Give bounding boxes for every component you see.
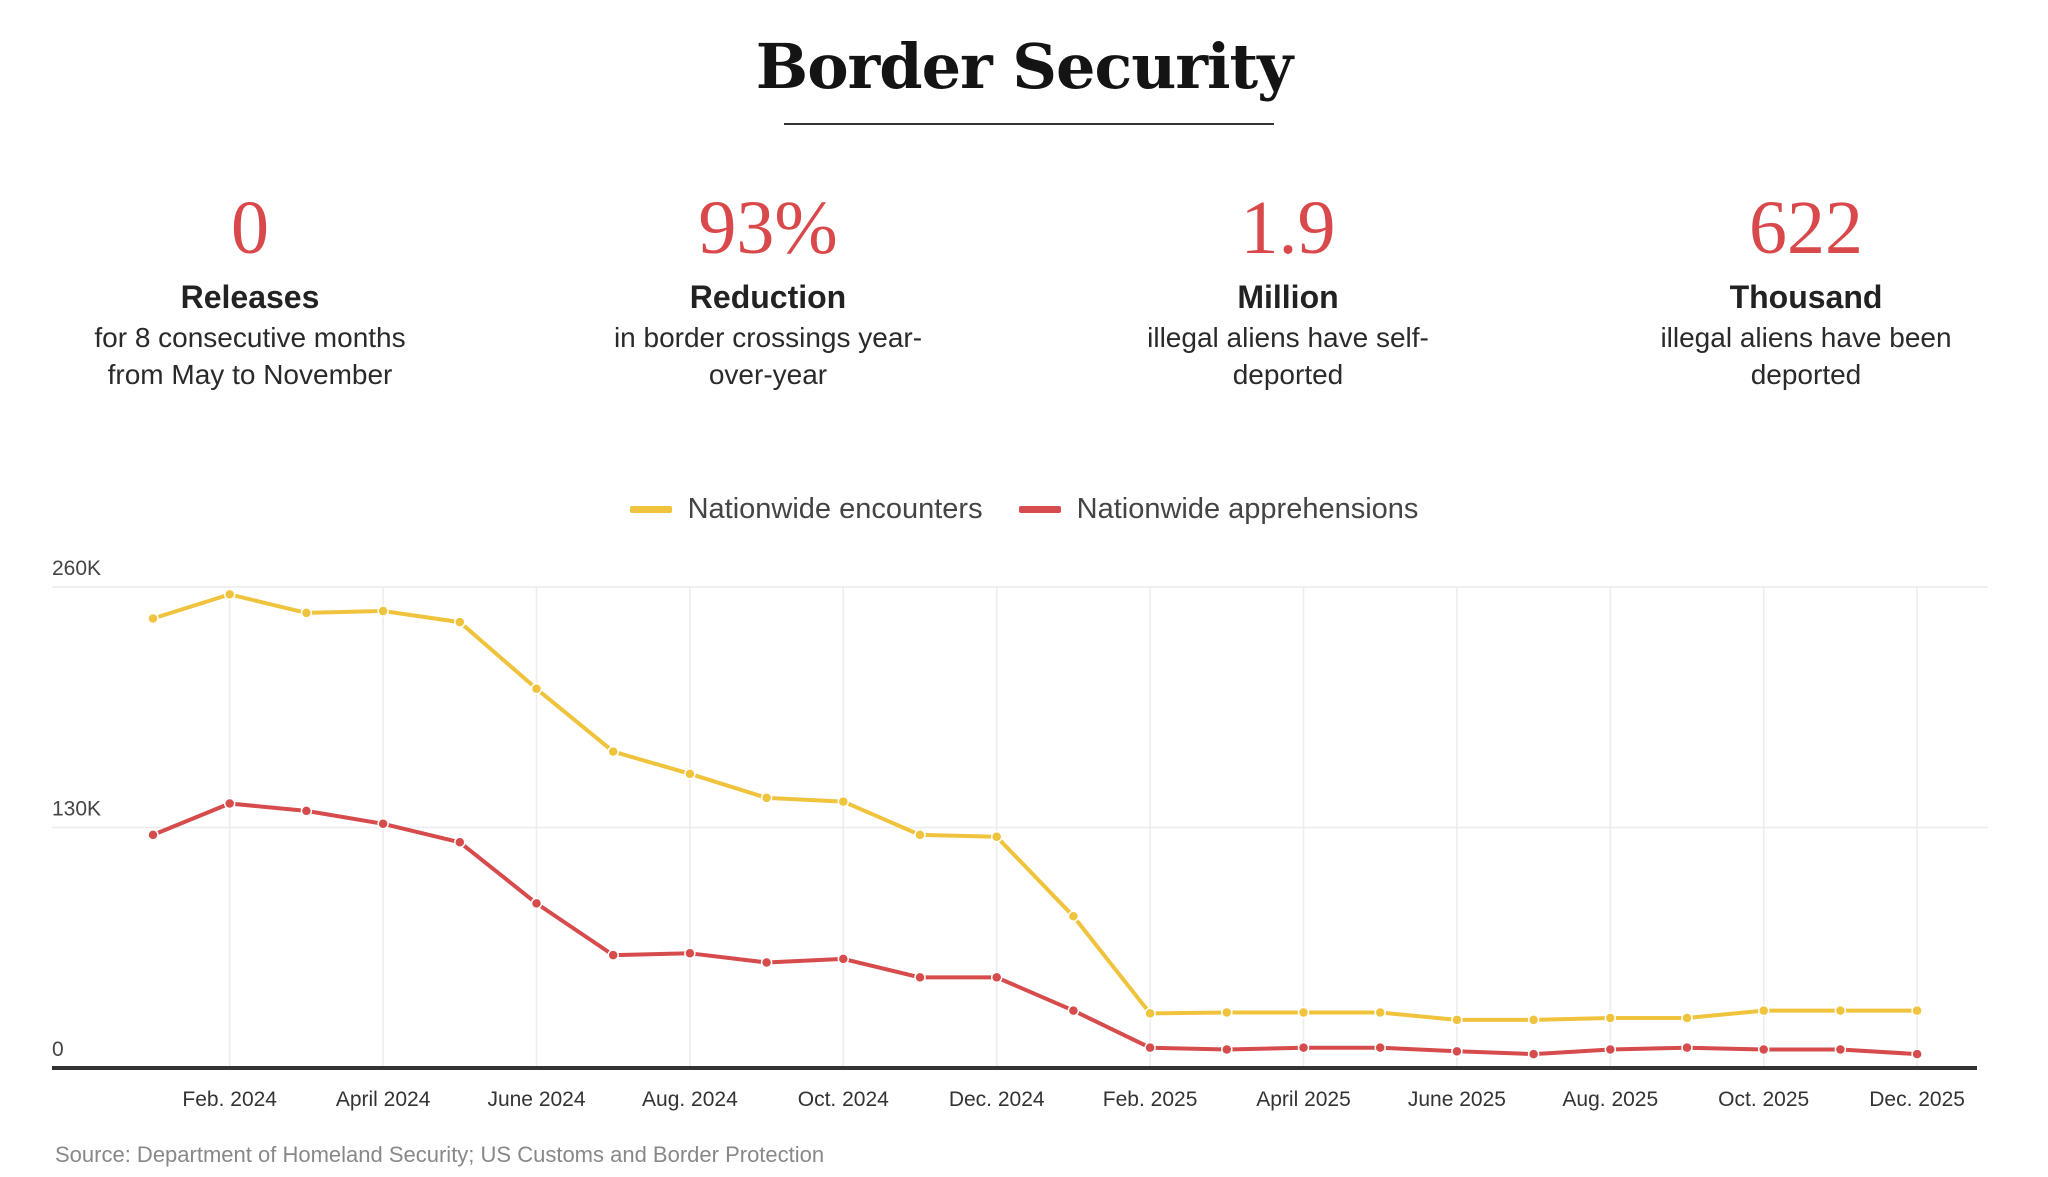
x-tick-label: Aug. 2025 — [1562, 1088, 1658, 1111]
data-point-apprehensions — [914, 971, 926, 984]
data-point-encounters — [1834, 1004, 1847, 1017]
legend-swatch-encounters — [629, 506, 672, 513]
stat-description: illegal aliens have self-deported — [1147, 322, 1429, 390]
data-point-encounters — [1911, 1004, 1923, 1017]
data-point-apprehensions — [223, 797, 236, 810]
data-point-apprehensions — [1451, 1045, 1463, 1058]
data-point-apprehensions — [1757, 1043, 1770, 1056]
data-point-apprehensions — [1144, 1041, 1156, 1054]
data-point-encounters — [1297, 1006, 1310, 1019]
x-tick-label: Feb. 2025 — [1103, 1088, 1198, 1111]
data-point-apprehensions — [1834, 1043, 1847, 1056]
series-line-encounters — [152, 592, 1918, 1022]
stat-value: 0 — [231, 186, 269, 270]
stats-row: 0 Releases for 8 consecutive months from… — [0, 185, 2048, 405]
stat-releases: 0 Releases for 8 consecutive months from… — [40, 185, 460, 393]
data-point-apprehensions — [1067, 1004, 1080, 1017]
data-point-encounters — [530, 683, 543, 695]
title-underline — [784, 123, 1274, 125]
stat-description: illegal aliens have been deported — [1660, 322, 1952, 390]
stat-description: in border crossings year-over-year — [613, 322, 923, 390]
stat-reduction: 93% Reduction in border crossings year-o… — [558, 185, 978, 393]
data-point-encounters — [147, 612, 159, 625]
data-point-apprehensions — [1911, 1048, 1923, 1060]
data-point-encounters — [1604, 1012, 1617, 1024]
x-tick-label: Feb. 2024 — [182, 1088, 277, 1111]
data-point-apprehensions — [837, 953, 850, 965]
data-point-encounters — [684, 768, 696, 780]
x-tick-label: Oct. 2025 — [1718, 1088, 1809, 1111]
data-point-encounters — [837, 795, 850, 808]
legend-swatch-apprehensions — [1018, 506, 1061, 513]
data-point-encounters — [1221, 1006, 1233, 1019]
stat-unit: Releases — [180, 279, 320, 315]
data-point-encounters — [223, 588, 236, 601]
stat-description: for 8 consecutive months from May to Nov… — [94, 322, 406, 390]
stat-unit: Reduction — [689, 279, 847, 315]
x-tick-label: Aug. 2024 — [642, 1088, 738, 1111]
data-point-encounters — [914, 829, 926, 841]
data-point-encounters — [607, 745, 619, 758]
data-point-encounters — [300, 607, 313, 619]
data-point-apprehensions — [1221, 1043, 1233, 1056]
data-point-apprehensions — [1681, 1041, 1693, 1054]
stat-value: 622 — [1749, 186, 1863, 270]
chart-legend: Nationwide encounters Nationwide apprehe… — [0, 488, 2048, 526]
source-note: Source: Department of Homeland Security;… — [55, 1142, 825, 1167]
data-point-encounters — [1374, 1006, 1386, 1019]
x-tick-label: April 2024 — [336, 1088, 431, 1111]
legend-label: Nationwide apprehensions — [1076, 493, 1419, 525]
data-point-apprehensions — [684, 947, 696, 960]
data-point-apprehensions — [1527, 1048, 1540, 1060]
x-tick-label: Dec. 2025 — [1869, 1088, 1965, 1111]
data-point-apprehensions — [300, 805, 313, 817]
data-point-apprehensions — [147, 829, 159, 841]
data-point-apprehensions — [1297, 1041, 1310, 1054]
data-point-encounters — [454, 616, 466, 628]
data-point-encounters — [1527, 1014, 1540, 1026]
data-point-encounters — [377, 605, 389, 617]
x-tick-label: Dec. 2024 — [949, 1088, 1045, 1111]
x-tick-label: April 2025 — [1256, 1088, 1351, 1111]
data-point-apprehensions — [1604, 1043, 1617, 1056]
data-point-encounters — [760, 792, 773, 804]
stat-unit: Million — [1237, 279, 1339, 315]
legend-item-apprehensions[interactable]: Nationwide apprehensions — [1018, 493, 1419, 526]
data-point-apprehensions — [377, 818, 389, 830]
data-point-apprehensions — [1374, 1041, 1386, 1054]
legend-label: Nationwide encounters — [687, 493, 983, 525]
data-point-encounters — [1681, 1012, 1693, 1024]
x-tick-label: Oct. 2024 — [798, 1088, 889, 1111]
legend-item-encounters[interactable]: Nationwide encounters — [629, 493, 983, 526]
y-tick-label: 260K — [52, 557, 101, 580]
data-point-apprehensions — [760, 956, 773, 969]
x-tick-label: June 2025 — [1408, 1088, 1506, 1111]
data-point-encounters — [1757, 1004, 1770, 1017]
y-tick-label: 130K — [52, 798, 101, 821]
series-line-apprehensions — [152, 801, 1918, 1057]
data-point-apprehensions — [530, 897, 543, 910]
stat-deported: 622 Thousand illegal aliens have been de… — [1596, 185, 2016, 393]
data-point-apprehensions — [607, 949, 619, 961]
data-point-apprehensions — [990, 971, 1003, 984]
data-point-encounters — [1451, 1014, 1463, 1026]
data-point-encounters — [1144, 1007, 1156, 1020]
x-tick-label: June 2024 — [487, 1088, 585, 1111]
stat-unit: Thousand — [1729, 279, 1883, 315]
data-point-encounters — [1067, 910, 1080, 923]
page-title: Border Security — [755, 30, 1293, 103]
stat-value: 1.9 — [1240, 186, 1336, 270]
y-tick-label: 0 — [52, 1038, 64, 1061]
data-point-encounters — [990, 831, 1003, 843]
data-point-apprehensions — [454, 836, 466, 849]
stat-self-deported: 1.9 Million illegal aliens have self-dep… — [1078, 185, 1498, 393]
stat-value: 93% — [698, 186, 838, 270]
